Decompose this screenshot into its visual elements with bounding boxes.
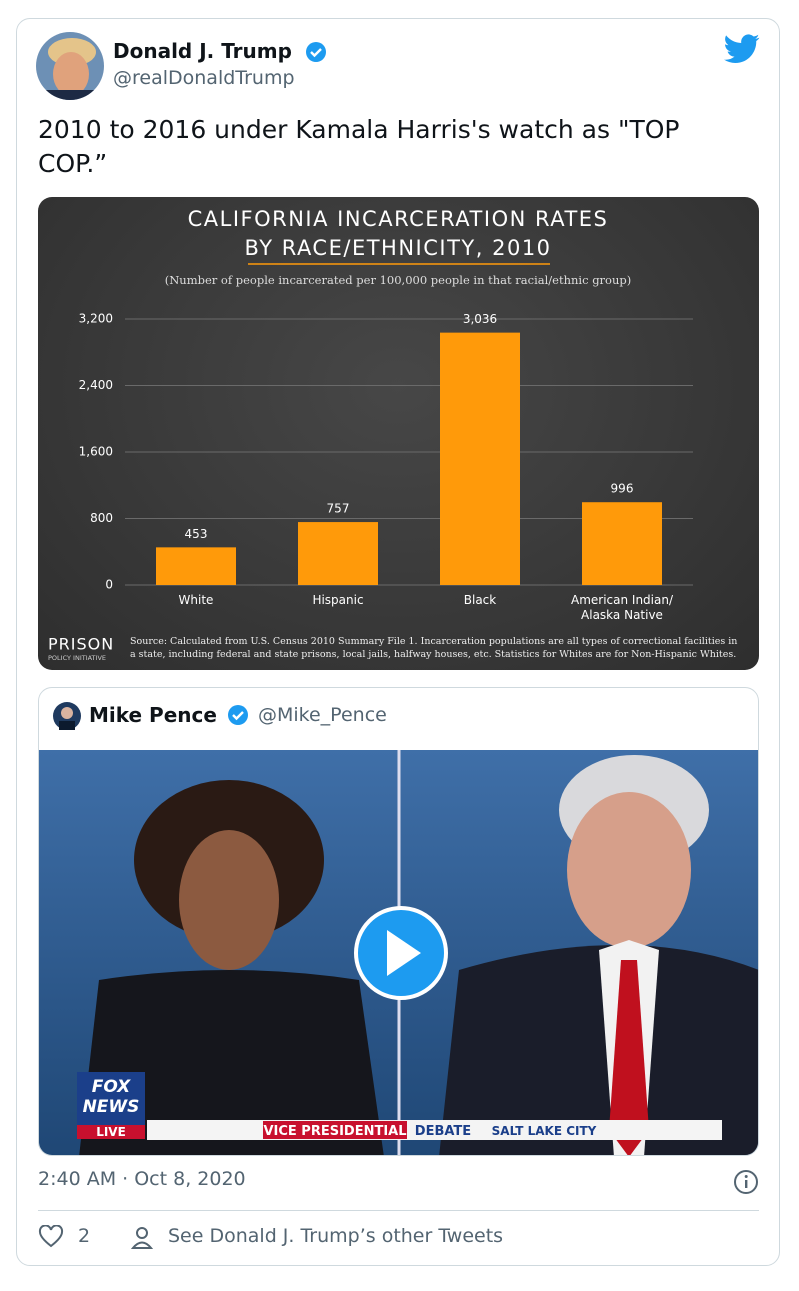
profile-icon (130, 1227, 154, 1249)
verified-badge (228, 705, 248, 725)
x-tick-label: White (178, 593, 214, 607)
author-name[interactable]: Donald J. Trump (113, 39, 292, 63)
chart-image[interactable]: CALIFORNIA INCARCERATION RATES BY RACE/E… (38, 197, 759, 670)
live-tag: LIVE (96, 1125, 126, 1139)
timestamp[interactable]: 2:40 AM · Oct 8, 2020 (38, 1168, 246, 1190)
chart-title: CALIFORNIA INCARCERATION RATES (188, 207, 609, 231)
y-tick-label: 3,200 (79, 312, 113, 326)
chart-title: BY RACE/ETHNICITY, 2010 (244, 236, 551, 260)
x-tick-label: Black (463, 593, 497, 607)
chart-source: Source: Calculated from U.S. Census 2010… (130, 636, 738, 660)
verified-badge (306, 42, 326, 62)
divider (38, 1210, 759, 1211)
logo: PRISON (48, 635, 114, 654)
bar (298, 522, 378, 585)
quote-avatar (53, 702, 81, 730)
y-tick-label: 0 (105, 578, 113, 592)
value-label: 757 (327, 502, 350, 516)
x-tick-label: American Indian/ Alaska Native (570, 593, 674, 622)
y-tick-label: 1,600 (79, 445, 113, 459)
bar (582, 502, 662, 585)
quote-name: Mike Pence (89, 703, 217, 727)
logo-sub: POLICY INITIATIVE (48, 654, 106, 662)
other-tweets-link[interactable]: See Donald J. Trump’s other Tweets (168, 1225, 504, 1247)
banner-text: DEBATE (415, 1124, 471, 1139)
value-label: 453 (185, 527, 208, 541)
tweet-card (16, 18, 780, 1266)
author-handle[interactable]: @realDonaldTrump (113, 67, 295, 89)
x-tick-label: Hispanic (312, 593, 364, 607)
twitter-logo[interactable] (724, 34, 760, 64)
quoted-tweet[interactable]: Mike Pence @Mike_Pence FOX NEWS LIVE VIC… (38, 687, 759, 1156)
y-tick-label: 800 (90, 511, 113, 525)
like-icon[interactable] (38, 1225, 64, 1249)
banner-text: SALT LAKE CITY (492, 1124, 597, 1138)
like-count: 2 (78, 1225, 91, 1247)
banner-text: VICE PRESIDENTIAL (263, 1124, 406, 1139)
network-logo: FOX (92, 1077, 131, 1097)
bar (440, 332, 520, 585)
chart-subtitle: (Number of people incarcerated per 100,0… (165, 273, 632, 287)
video[interactable]: FOX NEWS LIVE VICE PRESIDENTIAL DEBATE S… (39, 750, 759, 1156)
value-label: 3,036 (463, 312, 497, 326)
value-label: 996 (611, 482, 634, 496)
y-tick-label: 2,400 (79, 378, 113, 392)
chart: CALIFORNIA INCARCERATION RATES BY RACE/E… (48, 207, 693, 662)
tweet-text: 2010 to 2016 under Kamala Harris's watch… (38, 115, 680, 178)
avatar[interactable] (36, 32, 104, 100)
bar (156, 547, 236, 585)
info-icon[interactable] (733, 1169, 759, 1195)
quote-handle: @Mike_Pence (258, 704, 387, 726)
network-logo: NEWS (83, 1097, 140, 1117)
